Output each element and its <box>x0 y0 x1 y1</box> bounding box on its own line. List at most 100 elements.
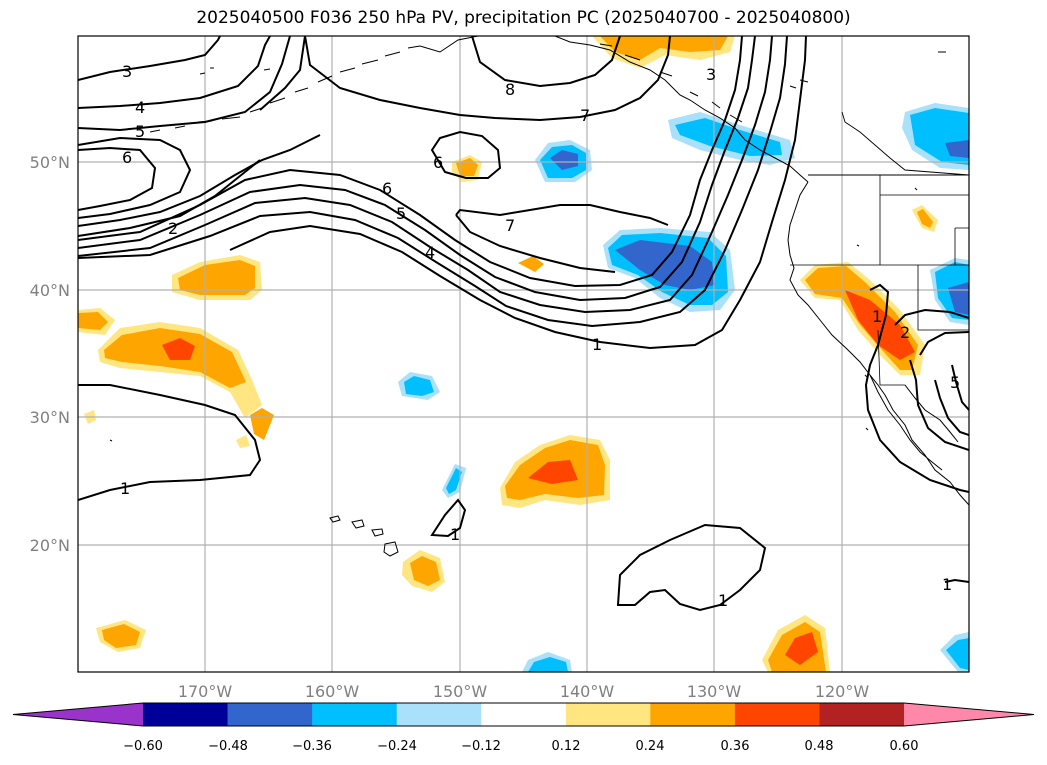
pv-label: 5 <box>396 204 406 223</box>
colorbar-outline <box>12 702 1035 727</box>
pv-contour-5-northwest <box>78 36 291 132</box>
north-america-west-coast <box>787 181 969 506</box>
pv-contour-1-south <box>616 523 767 612</box>
pv-contour-7-north <box>259 36 306 111</box>
precip-positive-area <box>162 338 195 360</box>
pv-label: 4 <box>425 243 435 262</box>
pv-contour-7-mid <box>455 204 669 226</box>
coastlines <box>109 36 969 557</box>
colorbar-segment <box>312 703 398 726</box>
pv-contour-labels: 3 4 5 6 2 8 7 6 6 5 4 7 3 1 1 1 1 1 2 5 … <box>120 62 960 610</box>
canada-boundary <box>841 111 969 176</box>
pv-label: 1 <box>942 575 952 594</box>
pv-contour-1-southeast-edge <box>944 578 969 583</box>
pv-contour-1-jet <box>229 36 807 350</box>
pv-label: 3 <box>122 62 132 81</box>
pv-contour-4-northwest <box>78 36 271 109</box>
pv-label: 1 <box>450 525 460 544</box>
pv-contour-1-south <box>78 384 262 501</box>
colorbar-tick-label: 0.24 <box>636 739 665 754</box>
colorbar-tick-label: −0.36 <box>292 739 332 754</box>
colorbar-tick-label: −0.60 <box>123 739 163 754</box>
precip-positive-area <box>518 256 544 272</box>
colorbar-segment <box>396 703 482 726</box>
colorbar-segment <box>819 703 905 726</box>
precip-positive-area <box>102 624 140 648</box>
pv-jet-contours <box>78 36 773 314</box>
baja-california-coast <box>869 374 943 471</box>
map-frame <box>77 35 970 673</box>
precip-negative-area <box>404 376 434 396</box>
colorbar-segments <box>12 702 1035 727</box>
pv-label: 1 <box>872 307 882 326</box>
pv-label: 6 <box>433 153 443 172</box>
precip-negative-area <box>528 657 568 672</box>
precip-negative-area <box>446 468 462 494</box>
colorbar-segment <box>650 703 736 726</box>
pv-label: 2 <box>900 323 910 342</box>
us-state-borders <box>790 175 969 386</box>
pv-contour-2-southeast <box>919 331 969 356</box>
pv-contour-5-southeast <box>909 359 969 451</box>
lon-label-120w: 120°W <box>815 682 870 701</box>
lat-label-40n: 40°N <box>30 281 70 300</box>
precip-positive-area <box>178 260 255 295</box>
precip-positive-area <box>78 312 108 330</box>
gulf-of-california-coast <box>904 384 959 443</box>
precip-positive-area <box>236 435 250 448</box>
pv-label: 1 <box>120 479 130 498</box>
pv-label: 8 <box>505 80 515 99</box>
lat-label-20n: 20°N <box>30 536 70 555</box>
colorbar-tick-label: −0.24 <box>377 739 417 754</box>
lon-label-150w: 150°W <box>433 682 488 701</box>
precip-positive-area <box>410 556 440 586</box>
pv-contour-1-south <box>430 498 467 538</box>
pacific-islets <box>109 51 946 442</box>
colorbar: −0.60 −0.48 −0.36 −0.24 −0.12 0.12 0.24 … <box>12 702 1035 754</box>
pv-jet-contours <box>78 36 743 288</box>
pv-contour-6-northwest <box>78 146 157 211</box>
pv-contour-8-north <box>471 36 621 88</box>
precip-positive-area <box>917 209 933 228</box>
pv-label: 3 <box>706 65 716 84</box>
pv-label: 5 <box>950 373 960 392</box>
pv-label: 2 <box>168 219 178 238</box>
precip-positive-area <box>785 632 818 665</box>
graticule <box>78 36 969 672</box>
pv-contours <box>78 36 969 612</box>
pv-contour-7-north <box>304 36 671 122</box>
lon-label-160w: 160°W <box>305 682 360 701</box>
pv-label: 7 <box>505 216 515 235</box>
colorbar-segment <box>734 703 820 726</box>
pv-jet-contours <box>78 36 788 328</box>
map-content: 3 4 5 6 2 8 7 6 6 5 4 7 3 1 1 1 1 1 2 5 … <box>78 36 969 672</box>
hawaii-islands <box>329 515 399 557</box>
pv-label: 5 <box>135 122 145 141</box>
pv-contour-6-closed <box>430 130 502 179</box>
precip-positive-area <box>528 460 578 484</box>
colorbar-tick-label: −0.48 <box>208 739 248 754</box>
pv-contour-5-southeast <box>934 379 969 436</box>
colorbar-tick-label: 0.12 <box>552 739 581 754</box>
pv-label: 4 <box>135 98 145 117</box>
colorbar-tick-label: 0.48 <box>805 739 834 754</box>
pv-jet-contours <box>78 36 756 302</box>
pv-label: 7 <box>580 106 590 125</box>
colorbar-extend-min <box>13 703 143 726</box>
colorbar-segment <box>481 703 567 726</box>
precip-positive-area <box>600 36 728 60</box>
lon-label-130w: 130°W <box>687 682 742 701</box>
pv-contour-7-mid <box>455 214 616 273</box>
pv-contour-2-southeast <box>894 308 969 326</box>
longitude-labels: 170°W 160°W 150°W 140°W 130°W 120°W <box>178 682 870 701</box>
pv-contour-3-northwest <box>78 36 221 81</box>
pv-contour-5-southeast <box>951 364 969 411</box>
pv-label: 1 <box>592 335 602 354</box>
pv-contour-6-northwest <box>78 136 192 219</box>
lon-label-140w: 140°W <box>560 682 615 701</box>
precip-positive-area <box>845 290 915 360</box>
precip-shading <box>78 36 969 672</box>
precip-negative-area <box>945 140 969 158</box>
pv-label: 1 <box>718 591 728 610</box>
